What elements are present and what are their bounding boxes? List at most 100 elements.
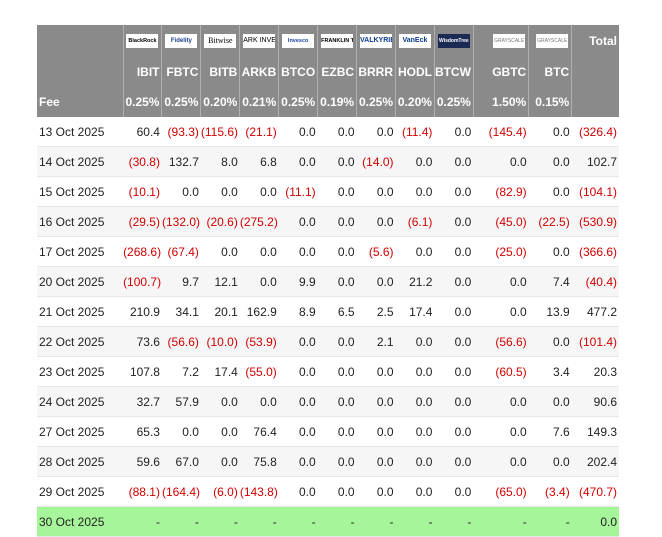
date-cell: 14 Oct 2025 [37, 146, 124, 177]
table-row: 28 Oct 2025 59.6 67.0 0.0 75.8 0.0 0.0 0.0 0.0 0.… [37, 446, 619, 477]
flow-value-cell: 0.0 [395, 146, 435, 177]
date-cell: 13 Oct 2025 [37, 117, 124, 147]
flow-value-cell: 0.0 [317, 416, 357, 447]
flow-value-cell: 0.0 [317, 236, 357, 267]
flow-value-cell: (30.8) [123, 146, 162, 177]
flow-value-cell: 0.0 [528, 446, 572, 477]
flow-value-cell: 0.0 [278, 206, 318, 237]
flow-value-cell: 0.0 [395, 416, 435, 447]
flow-value-cell: (6.1) [395, 206, 435, 237]
flow-value-cell: 0.0 [317, 146, 357, 177]
ticker-header: BITB [200, 56, 240, 87]
flow-value-cell: 0.0 [317, 176, 357, 207]
flow-value-cell: - [395, 506, 435, 537]
flow-value-cell: (21.1) [239, 117, 279, 147]
flow-value-cell: - [434, 506, 474, 537]
flow-value-cell: 0.0 [434, 326, 474, 357]
table-row: 16 Oct 2025 (29.5) (132.0) (20.6) (275.2) 0.0… [37, 206, 619, 237]
ark-invest-logo: ARK INVEST [243, 33, 276, 48]
flow-value-cell: 0.0 [239, 236, 279, 267]
flow-value-cell: 0.0 [200, 176, 240, 207]
flow-value-cell: (88.1) [123, 476, 162, 507]
flow-value-cell: 0.0 [528, 236, 572, 267]
flow-value-cell: (53.9) [239, 326, 279, 357]
flow-value-cell: - [161, 506, 201, 537]
ticker-row: IBIT FBTC BITB ARKB BTCO EZBC BRRR HODL … [37, 56, 619, 87]
table-row: 17 Oct 2025 (268.6) (67.4) 0.0 0.0 0.0 0.0 (5.6… [37, 236, 619, 267]
flow-value-cell: 0.0 [434, 416, 474, 447]
date-cell: 21 Oct 2025 [37, 296, 124, 327]
flow-value-cell: 65.3 [123, 416, 162, 447]
flow-value-cell: (132.0) [161, 206, 201, 237]
flow-value-cell: 0.0 [356, 356, 396, 387]
flow-value-cell: 0.0 [434, 146, 474, 177]
flow-value-cell: 0.0 [317, 206, 357, 237]
flow-value-cell: (145.4) [473, 117, 529, 147]
table-row: 20 Oct 2025 (100.7) 9.7 12.1 0.0 9.9 0.0 0.0 21.… [37, 266, 619, 297]
total-cell: (530.9) [571, 206, 619, 237]
flow-value-cell: 3.4 [528, 356, 572, 387]
vaneck-logo: VanEck [398, 33, 431, 48]
total-cell: (366.6) [571, 236, 619, 267]
flow-value-cell: 0.0 [278, 356, 318, 387]
total-cell: 102.7 [571, 146, 619, 177]
fee-value: 0.25% [278, 87, 318, 117]
date-cell: 24 Oct 2025 [37, 386, 124, 417]
date-cell: 16 Oct 2025 [37, 206, 124, 237]
flow-value-cell: 0.0 [473, 386, 529, 417]
flow-value-cell: - [317, 506, 357, 537]
flow-value-cell: 17.4 [200, 356, 240, 387]
date-cell: 30 Oct 2025 [37, 506, 124, 537]
valkyrie-logo: VALKYRIE [360, 33, 393, 48]
fee-value: 0.25% [433, 87, 474, 117]
fee-value: 0.19% [317, 87, 357, 117]
flow-value-cell: 0.0 [317, 446, 357, 477]
table-row: 24 Oct 2025 32.7 57.9 0.0 0.0 0.0 0.0 0.0 0.0 0.0… [37, 386, 619, 417]
total-cell: (101.4) [571, 326, 619, 357]
flow-value-cell: (25.0) [473, 236, 529, 267]
flow-value-cell: 0.0 [473, 446, 529, 477]
date-cell: 28 Oct 2025 [37, 446, 124, 477]
flow-value-cell: 0.0 [317, 386, 357, 417]
flow-value-cell: 34.1 [161, 296, 201, 327]
flow-value-cell: (56.6) [473, 326, 529, 357]
flow-value-cell: (55.0) [239, 356, 279, 387]
flow-value-cell: 8.0 [200, 146, 240, 177]
flow-value-cell: 0.0 [278, 446, 318, 477]
date-cell: 23 Oct 2025 [37, 356, 124, 387]
flow-value-cell: 0.0 [278, 476, 318, 507]
flow-value-cell: 0.0 [356, 117, 396, 147]
table-row: 21 Oct 2025 210.9 34.1 20.1 162.9 8.9 6.5 2.5 17… [37, 296, 619, 327]
issuer-logo-cell: Bitwise [200, 25, 240, 56]
logo-row: BlackRock Fidelity Bitwise ARK INVEST In… [37, 25, 619, 56]
total-cell: (104.1) [571, 176, 619, 207]
flow-value-cell: 0.0 [200, 416, 240, 447]
flow-value-cell: 0.0 [434, 386, 474, 417]
flow-value-cell: 0.0 [395, 176, 435, 207]
flow-value-cell: (143.8) [239, 476, 279, 507]
flow-value-cell: 7.4 [528, 266, 572, 297]
flow-value-cell: 0.0 [434, 176, 474, 207]
fee-value: 1.50% [472, 87, 529, 117]
flow-value-cell: (60.5) [473, 356, 529, 387]
table-row: 14 Oct 2025 (30.8) 132.7 8.0 6.8 0.0 0.0 (14.0)… [37, 146, 619, 177]
flow-value-cell: 0.0 [395, 356, 435, 387]
flow-value-cell: 0.0 [395, 446, 435, 477]
date-cell: 27 Oct 2025 [37, 416, 124, 447]
table-row: 23 Oct 2025 107.8 7.2 17.4 (55.0) 0.0 0.0 0.0 0.… [37, 356, 619, 387]
flow-value-cell: 0.0 [528, 176, 572, 207]
flow-value-cell: (164.4) [161, 476, 201, 507]
table-header: BlackRock Fidelity Bitwise ARK INVEST In… [37, 25, 619, 117]
flow-value-cell: 0.0 [317, 266, 357, 297]
fee-value: 0.20% [200, 87, 240, 117]
flow-value-cell: 0.0 [434, 206, 474, 237]
ticker-header: FBTC [161, 56, 201, 87]
bitwise-logo: Bitwise [204, 33, 237, 48]
flow-value-cell: (268.6) [123, 236, 162, 267]
flow-value-cell: (67.4) [161, 236, 201, 267]
table-body: 13 Oct 2025 60.4 (93.3) (115.6) (21.1) 0.0 0.0… [37, 117, 619, 537]
flow-value-cell: 0.0 [317, 326, 357, 357]
flow-value-cell: 0.0 [473, 266, 529, 297]
issuer-logo-cell: WisdomTree [433, 25, 474, 56]
total-cell: 149.3 [571, 416, 619, 447]
